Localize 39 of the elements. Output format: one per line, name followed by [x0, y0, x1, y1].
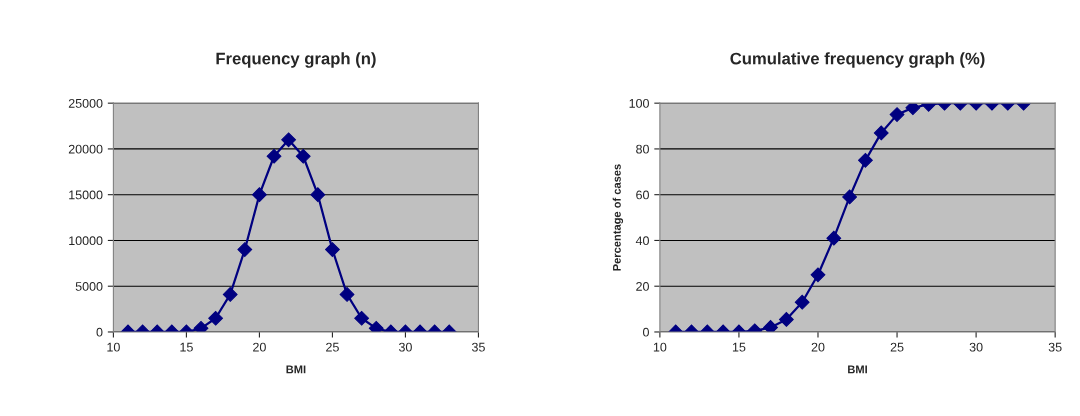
- y-tick-label: 15000: [69, 190, 103, 200]
- x-tick-label: 10: [107, 342, 120, 352]
- y-tick-label: 100: [629, 98, 649, 108]
- y-tick-label: 60: [636, 190, 649, 200]
- point: [281, 132, 297, 148]
- x-tick-label: 30: [398, 342, 412, 352]
- point: [310, 187, 326, 203]
- x-tick-label: 25: [326, 342, 339, 352]
- x-tick-label: 15: [732, 342, 746, 352]
- chart-title: Frequency graph (n): [216, 52, 376, 68]
- x-tick-label: 15: [180, 342, 193, 352]
- y-tick-label: 20000: [68, 144, 103, 154]
- x-tick-label: 25: [890, 342, 904, 352]
- x-tick-label: 35: [471, 342, 485, 352]
- y-tick-label: 10000: [69, 236, 103, 246]
- y-tick-label: 0: [96, 327, 103, 337]
- chart-title: Cumulative frequency graph (%): [730, 52, 985, 68]
- y-tick-label: 80: [636, 144, 649, 154]
- x-tick-label: 35: [1048, 342, 1062, 352]
- point: [252, 187, 267, 203]
- y-tick-label: 5000: [75, 282, 103, 291]
- x-tick-label: 10: [653, 342, 667, 352]
- point: [905, 103, 921, 116]
- point: [295, 148, 311, 164]
- x-tick-label: 20: [811, 342, 825, 352]
- x-tick-label: 20: [253, 342, 266, 352]
- y-tick-label: 20: [636, 282, 649, 291]
- y-tick-label: 25000: [68, 98, 103, 108]
- x-axis-title: BMI: [848, 365, 867, 374]
- point: [325, 242, 340, 257]
- y-tick-label: 0: [643, 327, 649, 337]
- x-axis-title: BMI: [286, 365, 306, 374]
- y-tick-label: 40: [635, 236, 649, 246]
- x-tick-label: 30: [969, 342, 983, 352]
- point: [237, 242, 253, 257]
- y-axis-title: Percentage of cases: [612, 164, 624, 271]
- point: [826, 230, 842, 246]
- point: [842, 189, 858, 205]
- point: [266, 148, 282, 164]
